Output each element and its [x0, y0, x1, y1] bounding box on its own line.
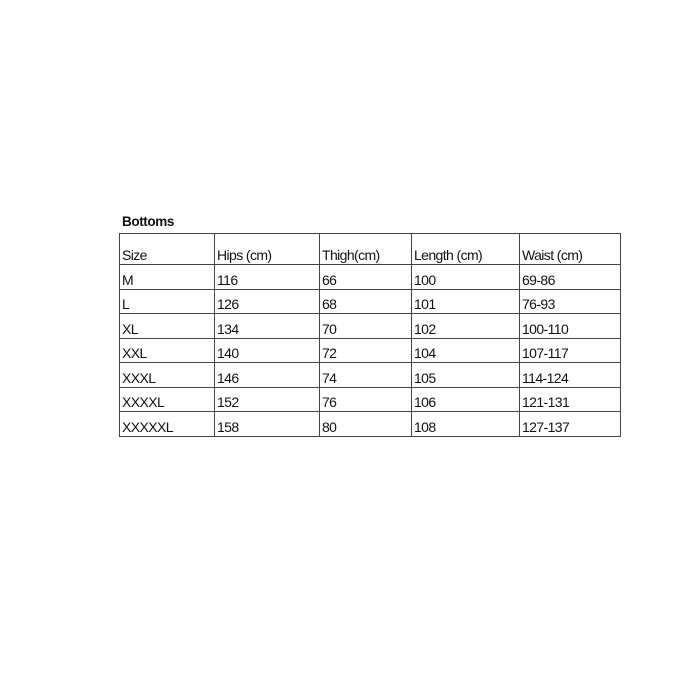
table-cell: 104	[411, 337, 520, 363]
table-cell: 108	[411, 411, 520, 437]
table-cell: 74	[319, 362, 412, 388]
table-row: XXXL 146 74 105 114-124	[119, 362, 621, 388]
table-cell: 127-137	[519, 411, 621, 437]
table-cell: 66	[319, 264, 412, 290]
header-row: Size Hips (cm) Thigh(cm) Length (cm) Waist (…	[119, 233, 621, 265]
table-cell: XXL	[119, 337, 215, 363]
table-cell: 102	[411, 313, 520, 339]
table-cell: 76	[319, 386, 412, 412]
column-header: Length (cm)	[411, 233, 520, 265]
table-cell: 100	[411, 264, 520, 290]
table-cell: 100-110	[519, 313, 621, 339]
table-cell: 68	[319, 288, 412, 314]
column-header: Thigh(cm)	[319, 233, 412, 265]
table-cell: XXXL	[119, 362, 215, 388]
table-cell: XXXXXL	[119, 411, 215, 437]
table-cell: 101	[411, 288, 520, 314]
table-title: Bottoms	[122, 214, 174, 229]
table-row: XXXXL 152 76 106 121-131	[119, 386, 621, 412]
table-cell: M	[119, 264, 215, 290]
table-cell: 76-93	[519, 288, 621, 314]
table-row: XXXXXL 158 80 108 127-137	[119, 411, 621, 437]
table-cell: 146	[214, 362, 320, 388]
column-header: Waist (cm)	[519, 233, 621, 265]
table-cell: 158	[214, 411, 320, 437]
table-cell: XL	[119, 313, 215, 339]
table-cell: 106	[411, 386, 520, 412]
size-chart-table: Size Hips (cm) Thigh(cm) Length (cm) Waist (…	[119, 233, 621, 437]
table-row: XL 134 70 102 100-110	[119, 313, 621, 339]
table-cell: 70	[319, 313, 412, 339]
column-header: Hips (cm)	[214, 233, 320, 265]
table-cell: 69-86	[519, 264, 621, 290]
table-cell: 114-124	[519, 362, 621, 388]
table-cell: 121-131	[519, 386, 621, 412]
table-cell: 126	[214, 288, 320, 314]
table-row: M 116 66 100 69-86	[119, 264, 621, 290]
table-row: XXL 140 72 104 107-117	[119, 337, 621, 363]
column-header: Size	[119, 233, 215, 265]
table-row: L 126 68 101 76-93	[119, 288, 621, 314]
table-cell: 80	[319, 411, 412, 437]
table-cell: 107-117	[519, 337, 621, 363]
table-cell: 105	[411, 362, 520, 388]
table-cell: 152	[214, 386, 320, 412]
table-cell: 72	[319, 337, 412, 363]
table-cell: L	[119, 288, 215, 314]
table-cell: 116	[214, 264, 320, 290]
table-cell: 140	[214, 337, 320, 363]
table-cell: XXXXL	[119, 386, 215, 412]
table-cell: 134	[214, 313, 320, 339]
